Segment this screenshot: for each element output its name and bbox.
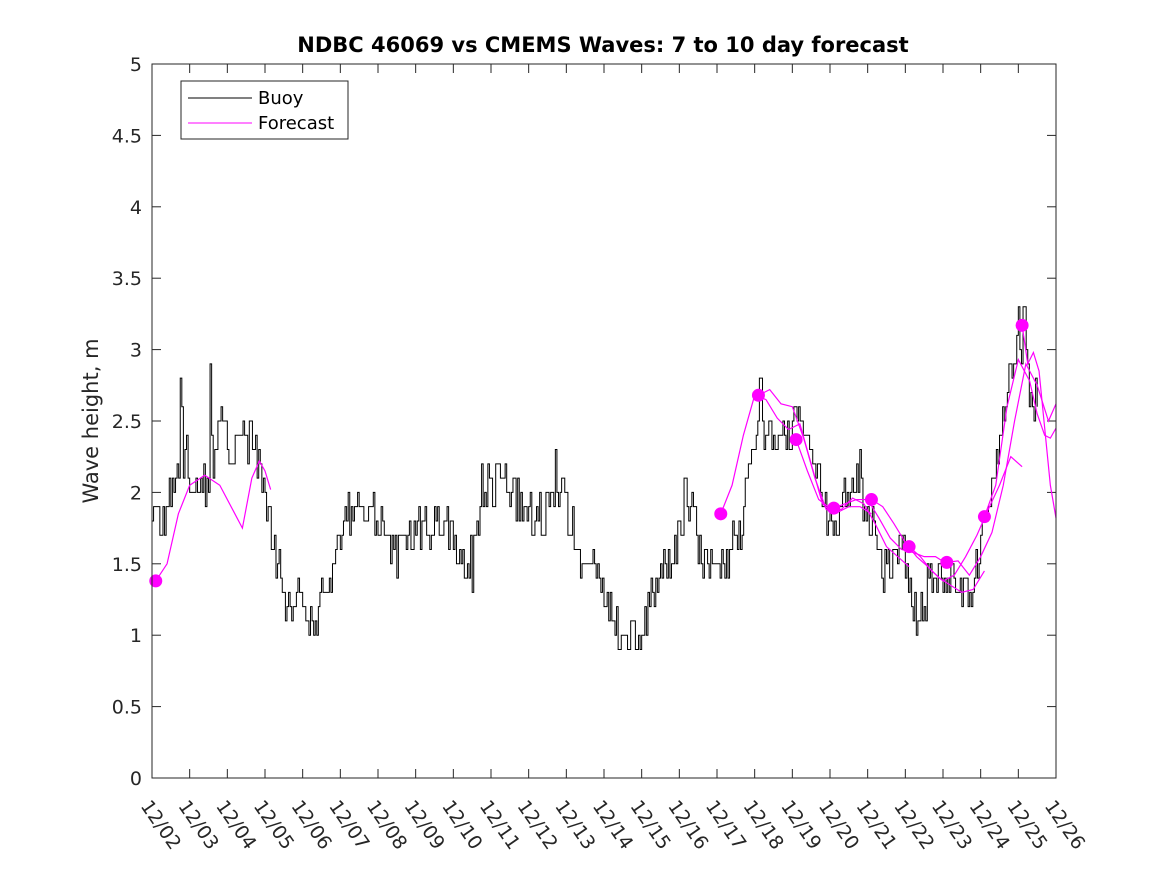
y-tick-label: 1.5 — [112, 554, 142, 576]
forecast-start-marker — [149, 574, 163, 588]
plot-area — [152, 64, 1056, 778]
forecast-start-marker — [940, 555, 954, 569]
y-tick-label: 1 — [130, 625, 142, 647]
y-tick-label: 2.5 — [112, 411, 142, 433]
legend-box — [180, 80, 349, 140]
y-tick-label: 3 — [130, 340, 142, 362]
plot-content — [149, 306, 1057, 650]
y-tick-label: 3.5 — [112, 268, 142, 290]
forecast-start-marker — [902, 540, 916, 554]
y-tick-label: 0 — [130, 768, 142, 790]
forecast-3-line — [758, 388, 872, 515]
y-axis: 0 0.5 1 1.5 2 2.5 3 3.5 4 4.5 5 — [112, 54, 1056, 790]
forecast-5-line — [833, 498, 948, 565]
forecast-start-marker — [714, 507, 728, 521]
legend: Buoy Forecast — [180, 80, 349, 140]
y-axis-label: Wave height, m — [79, 338, 103, 503]
forecast-10-line — [1021, 325, 1057, 519]
forecast-start-marker — [789, 433, 803, 447]
chart-title: NDBC 46069 vs CMEMS Waves: 7 to 10 day f… — [297, 33, 908, 57]
forecast-start-marker — [977, 510, 991, 524]
forecast-4-line — [795, 439, 910, 568]
y-tick-label: 4 — [130, 197, 142, 219]
y-tick-label: 4.5 — [112, 125, 142, 147]
forecast-9-line — [983, 357, 1057, 517]
plot-frame — [151, 63, 1057, 779]
forecast-1-line — [155, 459, 272, 582]
y-tick-label: 5 — [130, 54, 142, 76]
y-tick-label: 0.5 — [112, 697, 142, 719]
forecast-7-line — [908, 455, 1023, 582]
forecast-start-marker — [827, 501, 841, 515]
y-tick-label: 2 — [130, 482, 142, 504]
forecast-start-marker — [1015, 318, 1029, 332]
forecast-start-marker — [864, 493, 878, 507]
legend-buoy-label: Buoy — [258, 88, 304, 109]
forecast-8-line — [946, 362, 1057, 577]
forecast-start-marker — [751, 388, 765, 402]
legend-forecast-label: Forecast — [258, 113, 334, 134]
buoy-series-line — [152, 306, 1038, 650]
